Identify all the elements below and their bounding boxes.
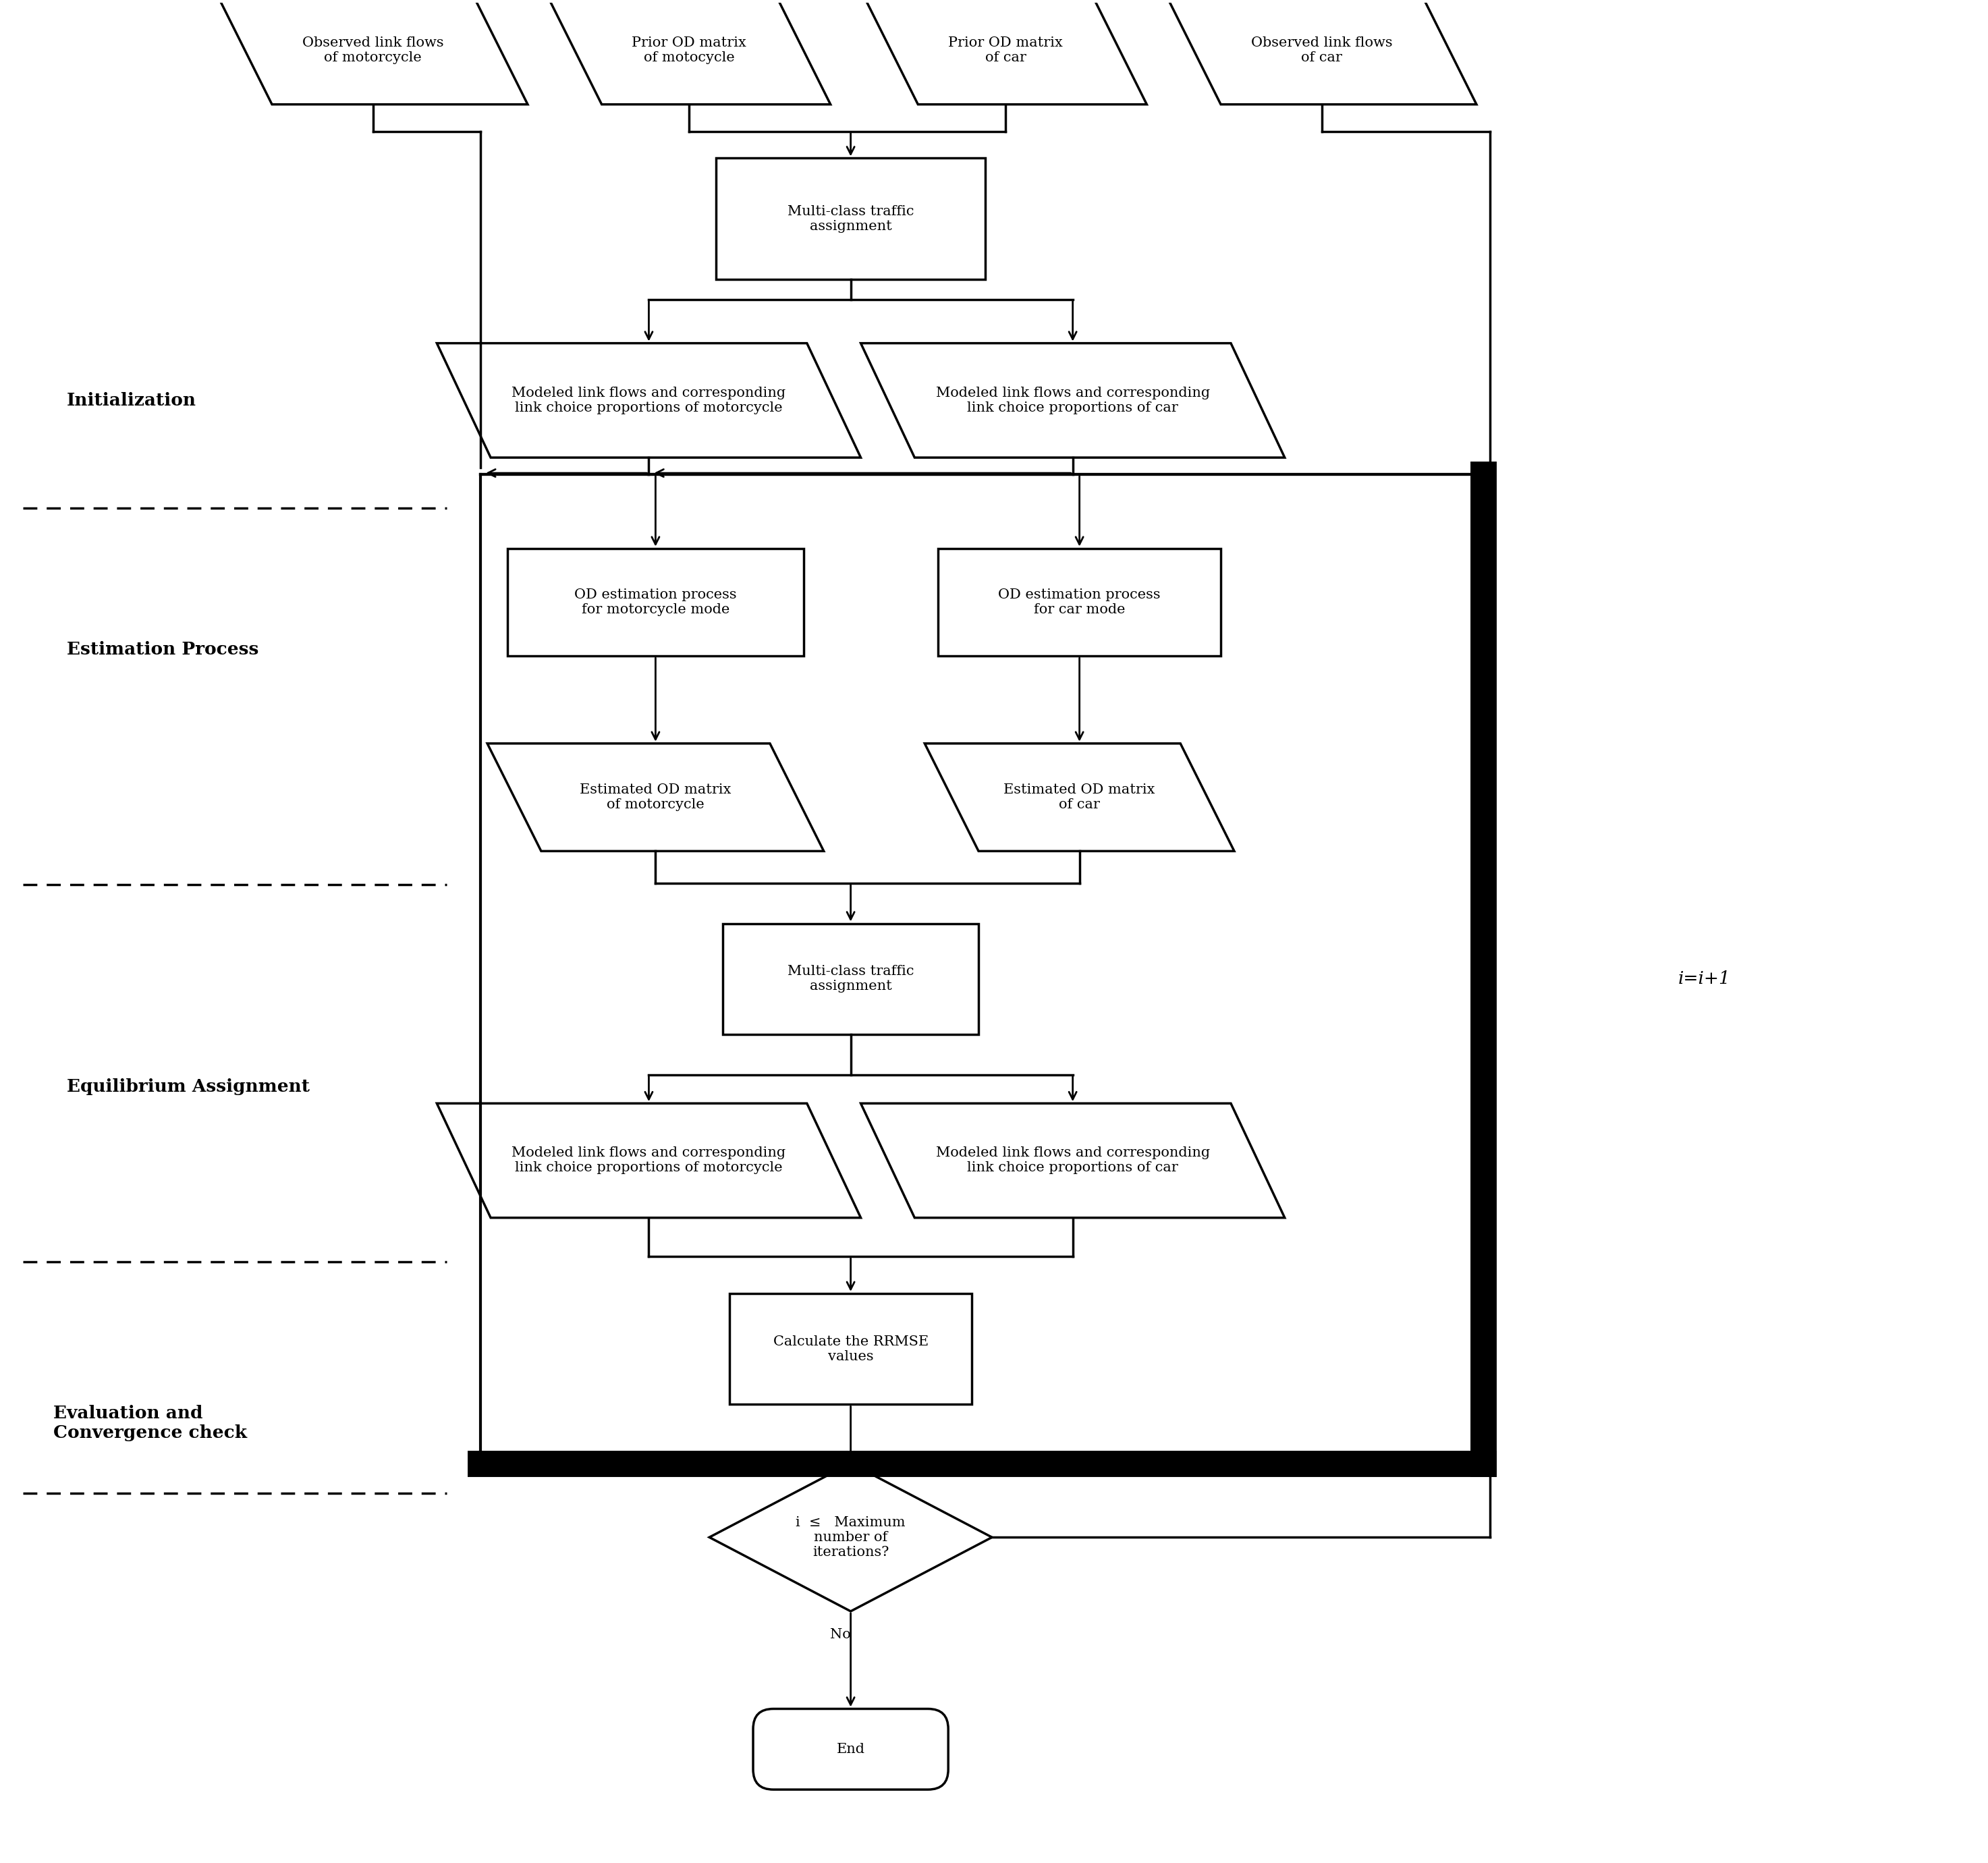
FancyBboxPatch shape [753,1708,948,1790]
Polygon shape [219,0,527,104]
Text: Initialization: Initialization [68,391,197,408]
Polygon shape [437,343,861,458]
Polygon shape [710,1462,992,1611]
Polygon shape [861,1103,1284,1218]
Text: OD estimation process
for car mode: OD estimation process for car mode [998,589,1161,617]
Text: End: End [837,1742,865,1755]
Polygon shape [865,0,1147,104]
Text: Modeled link flows and corresponding
link choice proportions of motorcycle: Modeled link flows and corresponding lin… [511,1148,785,1174]
Text: i=i+1: i=i+1 [1678,971,1732,987]
FancyBboxPatch shape [938,548,1221,656]
Text: Modeled link flows and corresponding
link choice proportions of car: Modeled link flows and corresponding lin… [936,386,1211,414]
Polygon shape [924,743,1235,851]
Polygon shape [549,0,831,104]
Text: Equilibrium Assignment: Equilibrium Assignment [68,1079,310,1095]
Text: Estimated OD matrix
of motorcycle: Estimated OD matrix of motorcycle [580,784,732,810]
Polygon shape [487,743,823,851]
Text: OD estimation process
for motorcycle mode: OD estimation process for motorcycle mod… [575,589,738,617]
Polygon shape [1167,0,1477,104]
Polygon shape [861,343,1284,458]
Text: i  ≤   Maximum
number of
iterations?: i ≤ Maximum number of iterations? [795,1516,907,1559]
Text: Evaluation and
Convergence check: Evaluation and Convergence check [54,1405,247,1442]
Text: Prior OD matrix
of motocycle: Prior OD matrix of motocycle [632,37,746,65]
FancyBboxPatch shape [730,1293,972,1405]
Text: Multi-class traffic
assignment: Multi-class traffic assignment [787,205,914,233]
Text: Prior OD matrix
of car: Prior OD matrix of car [948,37,1064,65]
FancyBboxPatch shape [507,548,803,656]
Text: Calculate the RRMSE
values: Calculate the RRMSE values [773,1336,928,1362]
Polygon shape [437,1103,861,1218]
Text: Modeled link flows and corresponding
link choice proportions of motorcycle: Modeled link flows and corresponding lin… [511,386,785,414]
Text: Observed link flows
of motorcycle: Observed link flows of motorcycle [302,37,443,65]
FancyBboxPatch shape [724,924,978,1034]
Text: Estimated OD matrix
of car: Estimated OD matrix of car [1004,784,1155,810]
FancyBboxPatch shape [716,158,986,279]
Text: Multi-class traffic
assignment: Multi-class traffic assignment [787,965,914,993]
Text: Modeled link flows and corresponding
link choice proportions of car: Modeled link flows and corresponding lin… [936,1148,1211,1174]
Text: Estimation Process: Estimation Process [68,641,258,658]
Text: Observed link flows
of car: Observed link flows of car [1250,37,1392,65]
Text: No: No [831,1628,851,1641]
